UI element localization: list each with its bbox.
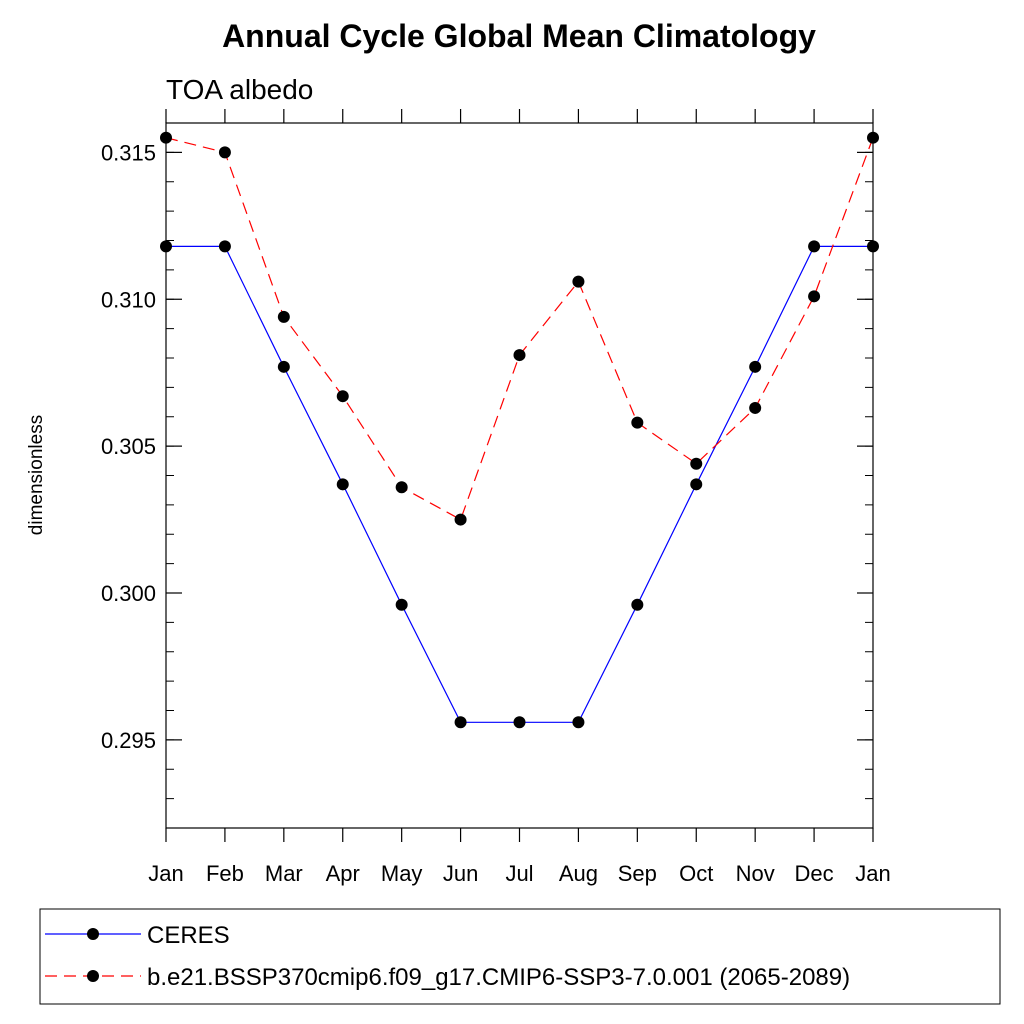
- series-1-point: [867, 131, 879, 144]
- series-0-point: [336, 478, 349, 491]
- y-axis-label: dimensionless: [26, 415, 47, 535]
- x-tick-label: Mar: [265, 861, 303, 886]
- x-tick-label: Aug: [559, 861, 598, 886]
- series-1-point: [749, 401, 762, 414]
- series-line-1: [165, 137, 874, 521]
- y-tick-label: 0.315: [101, 140, 156, 165]
- x-tick-label: Jun: [443, 861, 478, 886]
- series-1-point: [690, 457, 703, 470]
- series-1-point: [160, 131, 172, 144]
- series-line-0: [166, 245, 873, 723]
- x-tick-label: Apr: [326, 861, 360, 886]
- x-tick-label: Feb: [206, 861, 244, 886]
- series-0-point: [277, 360, 290, 373]
- series-1-point: [513, 349, 526, 362]
- series-1-point: [336, 390, 349, 403]
- y-tick-label: 0.305: [101, 434, 156, 459]
- series-1-point: [454, 513, 467, 526]
- legend-label-model: b.e21.BSSP370cmip6.f09_g17.CMIP6-SSP3-7.…: [147, 964, 850, 991]
- series-0-point: [808, 240, 821, 253]
- legend-marker-model: [87, 970, 99, 982]
- series-1-point: [395, 481, 408, 494]
- x-tick-label: May: [381, 861, 423, 886]
- x-tick-labels: Jan Feb Mar Apr May Jun Jul Aug Sep Oct Nov Dec Jan: [148, 861, 890, 886]
- y-tick-label: 0.295: [101, 728, 156, 753]
- series-1-point: [631, 416, 644, 429]
- axis-ticks: [165, 109, 874, 842]
- series-0-point: [160, 240, 172, 253]
- series-0-point: [749, 360, 762, 373]
- series-1-point: [572, 275, 585, 288]
- series-0-point: [513, 716, 526, 729]
- series-0-point: [454, 716, 467, 729]
- series-0-point: [218, 240, 231, 253]
- chart-subtitle: TOA albedo: [166, 74, 313, 105]
- x-tick-label: Dec: [795, 861, 834, 886]
- series-0-point: [572, 716, 585, 729]
- series-1-point: [808, 290, 821, 303]
- x-tick-label: Jan: [855, 861, 890, 886]
- legend-label-ceres: CERES: [147, 922, 230, 949]
- x-tick-label: Nov: [736, 861, 775, 886]
- y-tick-label: 0.300: [101, 581, 156, 606]
- legend-marker-ceres: [87, 928, 99, 940]
- x-tick-label: Jan: [148, 861, 183, 886]
- chart-title: Annual Cycle Global Mean Climatology: [222, 18, 816, 54]
- series-1-point: [277, 310, 290, 323]
- series-0-point: [395, 598, 408, 611]
- series-1-point: [218, 146, 231, 159]
- series-0-point: [867, 240, 879, 253]
- y-tick-label: 0.310: [101, 287, 156, 312]
- x-tick-label: Oct: [679, 861, 713, 886]
- y-tick-labels: 0.295 0.300 0.305 0.310 0.315: [101, 140, 156, 753]
- legend: CERES b.e21.BSSP370cmip6.f09_g17.CMIP6-S…: [39, 908, 1001, 1005]
- series-0-point: [631, 598, 644, 611]
- series-layer: [160, 131, 879, 729]
- series-0-point: [690, 478, 703, 491]
- x-tick-label: Sep: [618, 861, 657, 886]
- x-tick-label: Jul: [505, 861, 533, 886]
- legend-box: [39, 908, 1001, 1005]
